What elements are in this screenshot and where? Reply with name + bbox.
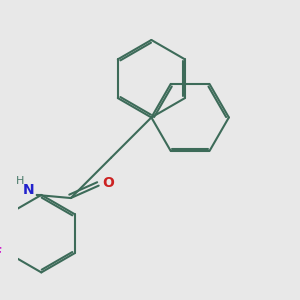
Text: O: O bbox=[102, 176, 114, 190]
Text: N: N bbox=[23, 183, 35, 197]
Text: F: F bbox=[0, 246, 2, 260]
Text: H: H bbox=[16, 176, 24, 186]
